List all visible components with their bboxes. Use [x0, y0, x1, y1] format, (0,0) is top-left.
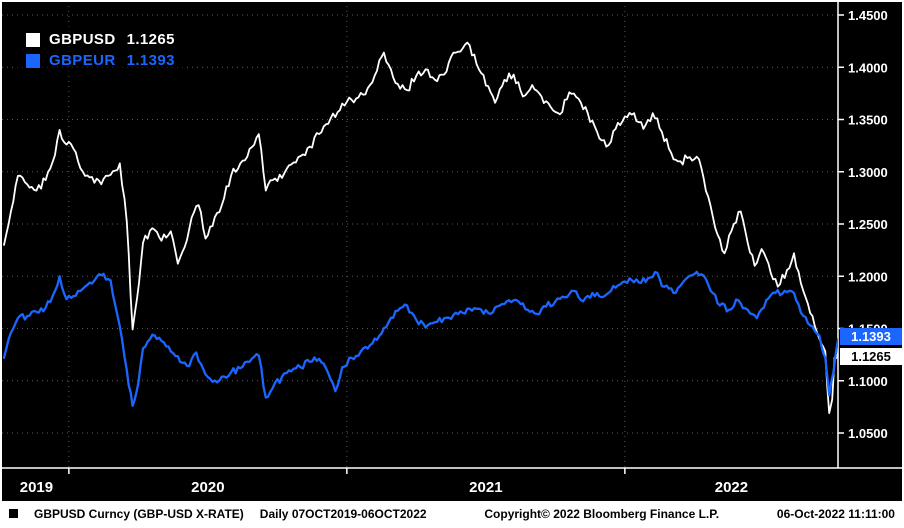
status-bar: GBPUSD Curncy (GBP-USD X-RATE) Daily 07O…	[2, 501, 902, 526]
legend-item-gbpeur[interactable]: GBPEUR 1.1393	[26, 52, 175, 69]
y-axis-label: 1.1000	[848, 374, 888, 389]
chart-legend: GBPUSD 1.1265 GBPEUR 1.1393	[16, 26, 185, 74]
y-axis-label: 1.0500	[848, 426, 888, 441]
x-axis-label: 2021	[469, 479, 502, 496]
gbpeur-line	[2, 270, 838, 407]
bloomberg-logo-block-icon	[9, 509, 18, 518]
gbpusd-legend-label: GBPUSD	[49, 31, 116, 48]
y-axis-label: 1.2000	[848, 269, 888, 284]
legend-item-gbpusd[interactable]: GBPUSD 1.1265	[26, 31, 175, 48]
status-bar-left: GBPUSD Curncy (GBP-USD X-RATE) Daily 07O…	[9, 507, 427, 521]
gbpusd-price-badge: 1.1265	[840, 347, 902, 365]
chart-period: Daily 07OCT2019-06OCT2022	[259, 506, 427, 521]
gbpeur-legend-value: 1.1393	[126, 52, 175, 69]
y-axis-label: 1.4500	[848, 8, 888, 23]
y-axis-label: 1.4000	[848, 60, 888, 75]
x-axis-label: 2019	[20, 479, 53, 496]
gbpeur-price-badge: 1.1393	[840, 328, 902, 346]
gbpeur-legend-label: GBPEUR	[49, 52, 116, 69]
x-axis-label: 2020	[191, 479, 224, 496]
y-axis-label: 1.2500	[848, 217, 888, 232]
gbpusd-legend-value: 1.1265	[126, 31, 175, 48]
gbpeur-swatch-icon	[26, 53, 40, 68]
copyright-text: Copyright© 2022 Bloomberg Finance L.P.	[484, 506, 720, 521]
y-axis-label: 1.3000	[848, 165, 888, 180]
ticker-description: GBPUSD Curncy (GBP-USD X-RATE)	[34, 506, 244, 521]
y-axis-label: 1.3500	[848, 113, 888, 128]
gbpusd-line	[3, 41, 838, 415]
gbpusd-swatch-icon	[26, 32, 40, 47]
timestamp: 06-Oct-2022 11:11:00	[776, 506, 895, 521]
x-axis-label: 2022	[715, 479, 748, 496]
